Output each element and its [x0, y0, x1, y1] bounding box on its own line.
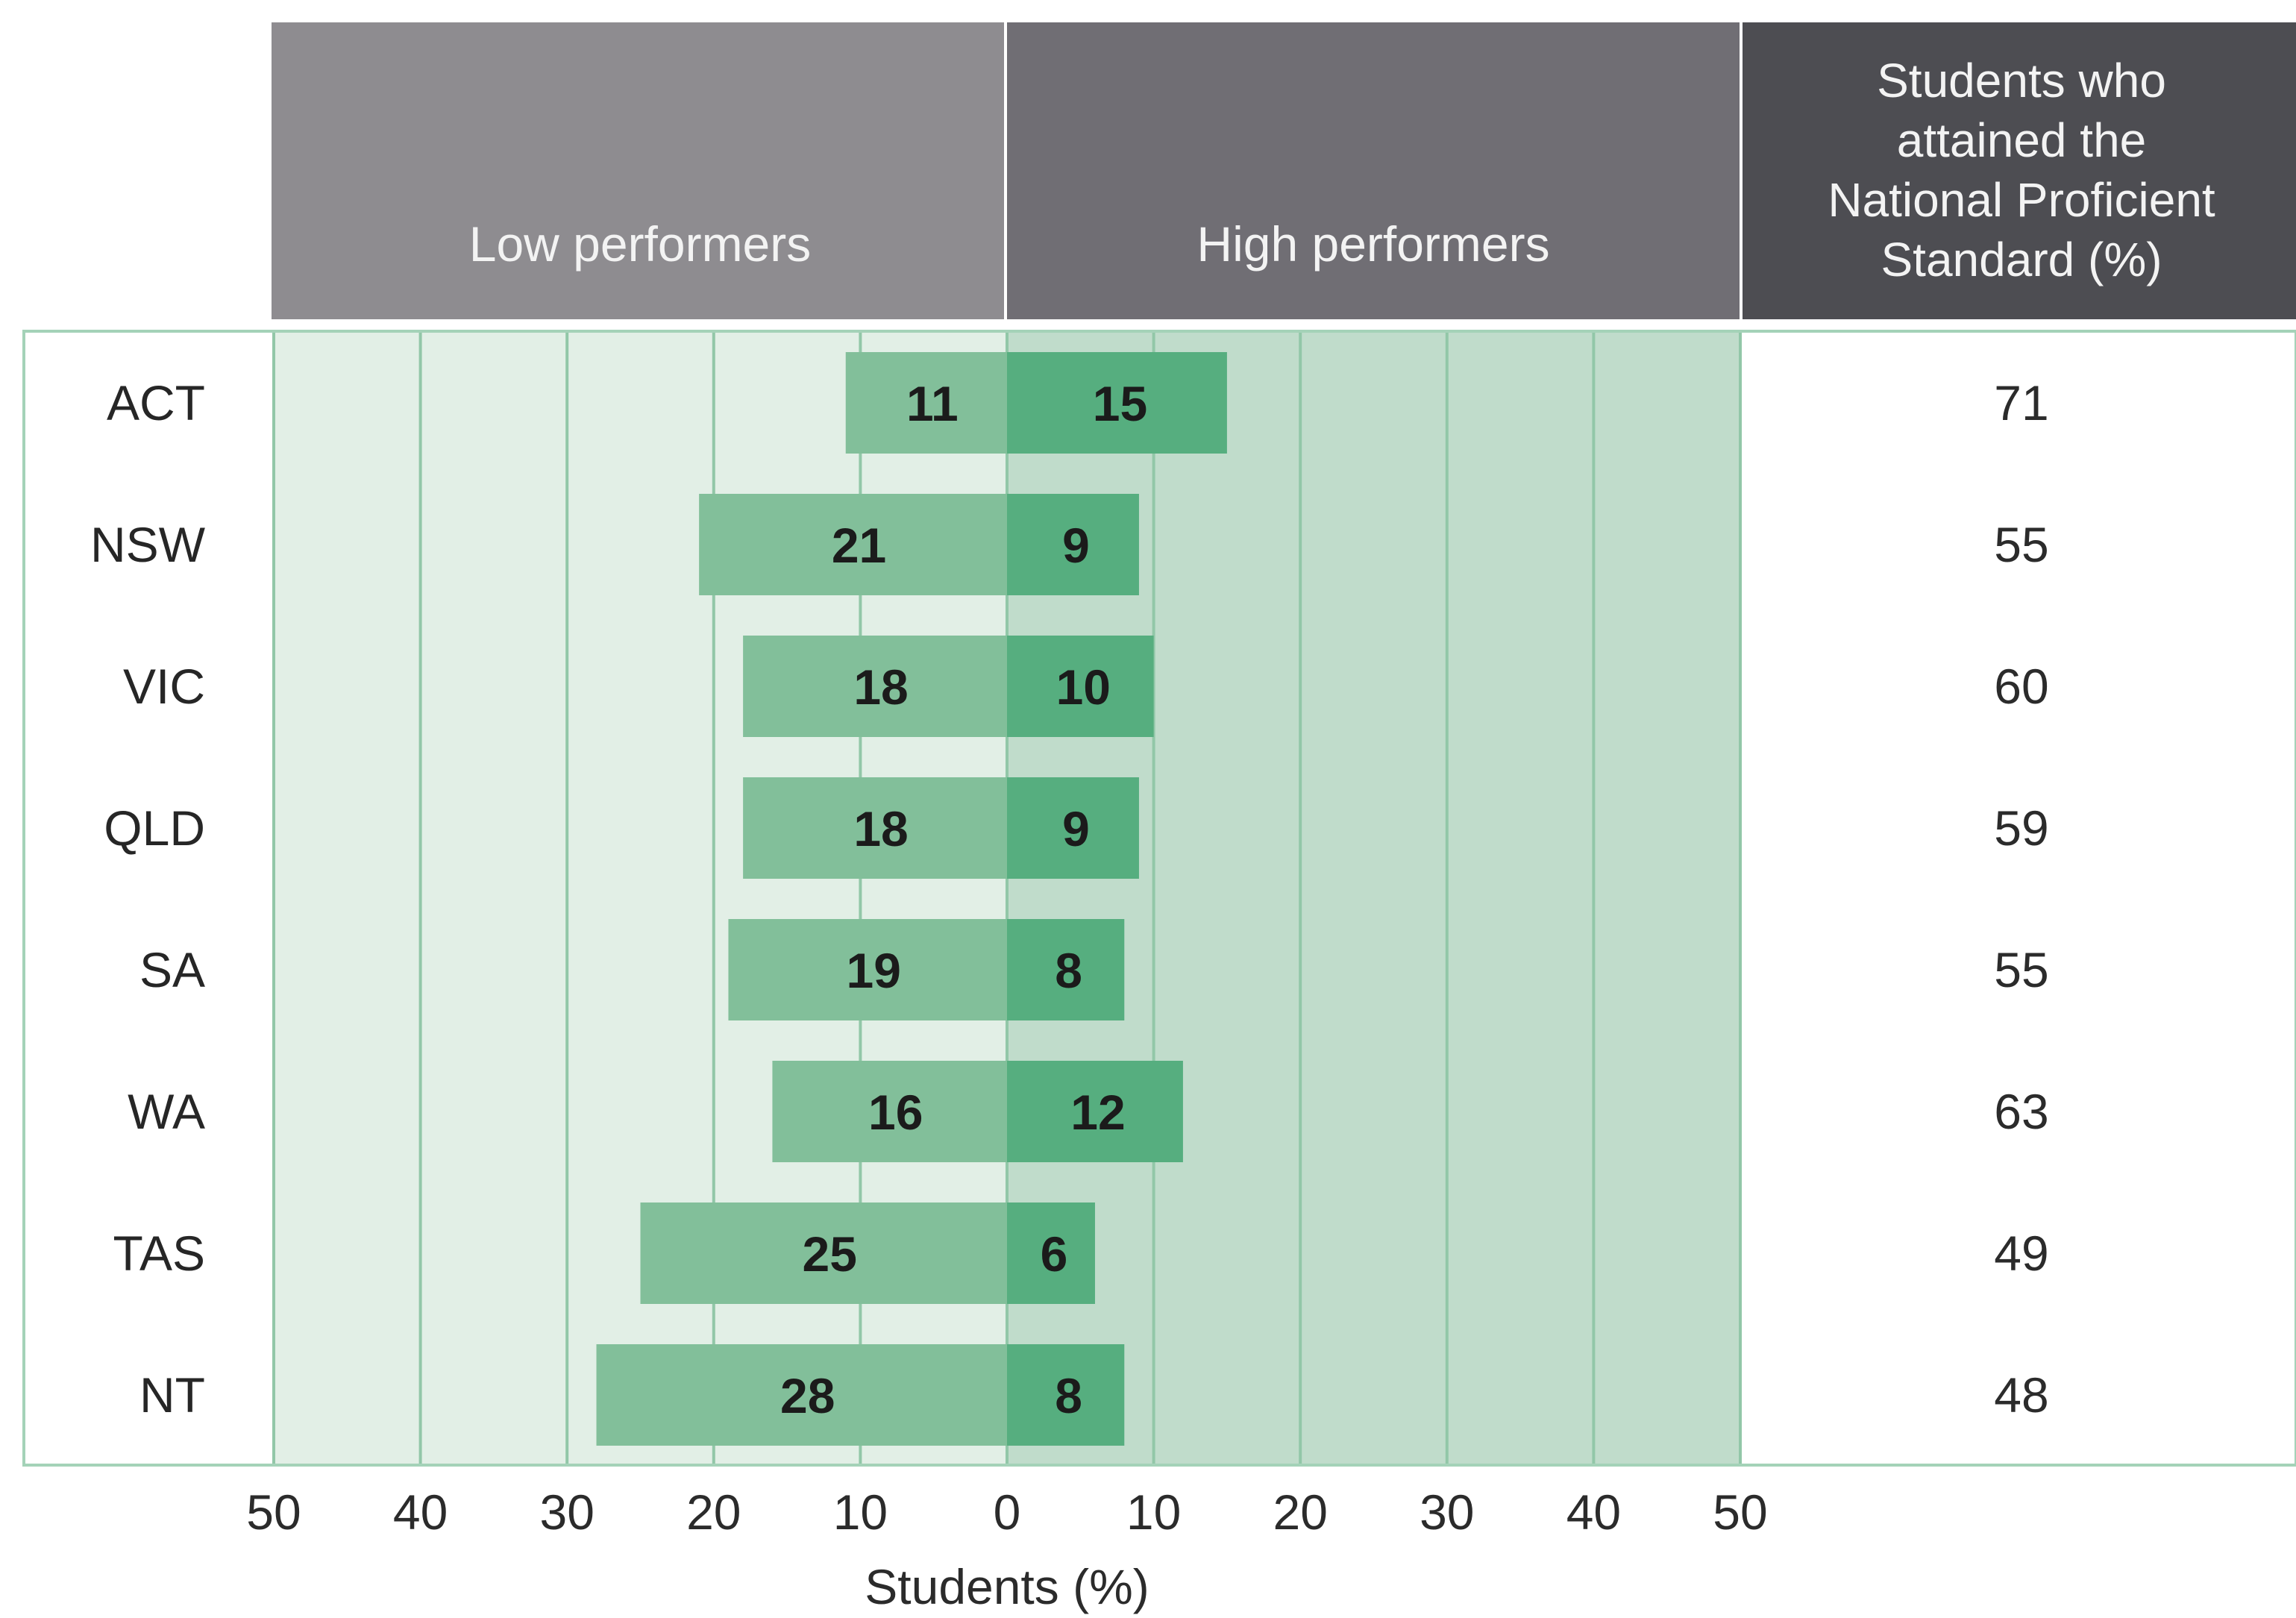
- category-label: WA: [128, 1084, 205, 1139]
- header-side-line-4: Standard (%): [1881, 233, 2162, 286]
- bar-high-nsw: [1007, 494, 1139, 595]
- data-label-low: 16: [868, 1085, 923, 1140]
- category-label: TAS: [113, 1226, 205, 1281]
- data-label-high: 10: [1056, 659, 1111, 715]
- bar-low-act: [845, 352, 1007, 454]
- bar-low-tas: [640, 1202, 1007, 1304]
- data-label-high: 6: [1041, 1226, 1068, 1282]
- x-tick-label: 0: [994, 1484, 1021, 1540]
- x-tick-label: 50: [1713, 1484, 1767, 1540]
- labels: ACT 11 15 71 NSW 21 9 55 VIC 18 10 60 QLD 18 9 59 SA 19 8 5…: [90, 375, 2049, 1423]
- bar-low-nsw: [699, 494, 1007, 595]
- x-tick-label: 50: [246, 1484, 301, 1540]
- x-axis-title: Students (%): [865, 1559, 1149, 1614]
- data-label-low: 19: [847, 943, 901, 998]
- data-label-low: 28: [780, 1368, 835, 1423]
- header-side-line-2: attained the: [1897, 113, 2147, 167]
- proficient-value: 59: [1994, 800, 2048, 856]
- data-label-high: 15: [1093, 376, 1147, 431]
- bar-high-sa: [1007, 919, 1125, 1020]
- bar-high-act: [1007, 352, 1227, 454]
- proficient-value: 63: [1994, 1084, 2048, 1139]
- data-label-high: 8: [1055, 1368, 1082, 1423]
- bar-high-qld: [1007, 777, 1139, 879]
- category-label: SA: [139, 942, 205, 997]
- data-label-low: 18: [853, 801, 908, 856]
- x-tick-label: 30: [539, 1484, 594, 1540]
- proficient-value: 49: [1994, 1226, 2048, 1281]
- proficient-value: 55: [1994, 517, 2048, 572]
- data-label-low: 25: [803, 1226, 857, 1282]
- category-label: NT: [139, 1367, 205, 1423]
- data-label-low: 21: [832, 518, 886, 573]
- proficient-value: 48: [1994, 1367, 2048, 1423]
- header-side-line-1: Students who: [1877, 54, 2166, 107]
- header-high-performers: High performers: [1196, 216, 1549, 272]
- x-tick-label: 40: [1566, 1484, 1621, 1540]
- header-low-performers: Low performers: [469, 216, 812, 272]
- category-label: VIC: [123, 659, 205, 714]
- x-tick-label: 10: [1126, 1484, 1181, 1540]
- proficient-value: 71: [1994, 375, 2048, 430]
- data-label-low: 11: [906, 376, 959, 431]
- bar-low-qld: [743, 777, 1007, 879]
- bar-high-tas: [1007, 1202, 1095, 1304]
- bar-low-wa: [772, 1061, 1007, 1162]
- data-label-high: 9: [1062, 518, 1090, 573]
- x-tick-label: 20: [686, 1484, 741, 1540]
- data-label-high: 12: [1070, 1085, 1125, 1140]
- x-axis-ticks: 50 40 30 20 10 0 10 20 30 40 50: [246, 1484, 1767, 1540]
- category-label: ACT: [107, 375, 205, 430]
- proficient-value: 60: [1994, 659, 2048, 714]
- header-side-line-3: National Proficient: [1828, 173, 2215, 227]
- bar-low-nt: [596, 1344, 1007, 1446]
- bar-low-vic: [743, 636, 1007, 737]
- bar-low-sa: [728, 919, 1007, 1020]
- proficient-value: 55: [1994, 942, 2048, 997]
- header-high-bg: [1007, 22, 1740, 319]
- bar-high-nt: [1007, 1344, 1125, 1446]
- data-label-high: 9: [1062, 801, 1090, 856]
- x-tick-label: 30: [1420, 1484, 1474, 1540]
- x-tick-label: 20: [1273, 1484, 1327, 1540]
- header-side-bg: [1743, 22, 2296, 319]
- data-label-high: 8: [1055, 943, 1082, 998]
- bars: [596, 352, 1227, 1446]
- x-tick-label: 40: [393, 1484, 448, 1540]
- bar-high-vic: [1007, 636, 1154, 737]
- header-low-bg: [272, 22, 1004, 319]
- x-tick-label: 10: [833, 1484, 888, 1540]
- category-label: QLD: [104, 800, 205, 856]
- data-label-low: 18: [853, 659, 908, 715]
- category-label: NSW: [90, 517, 206, 572]
- panel-frame: [22, 330, 2296, 1467]
- bar-high-wa: [1007, 1061, 1183, 1162]
